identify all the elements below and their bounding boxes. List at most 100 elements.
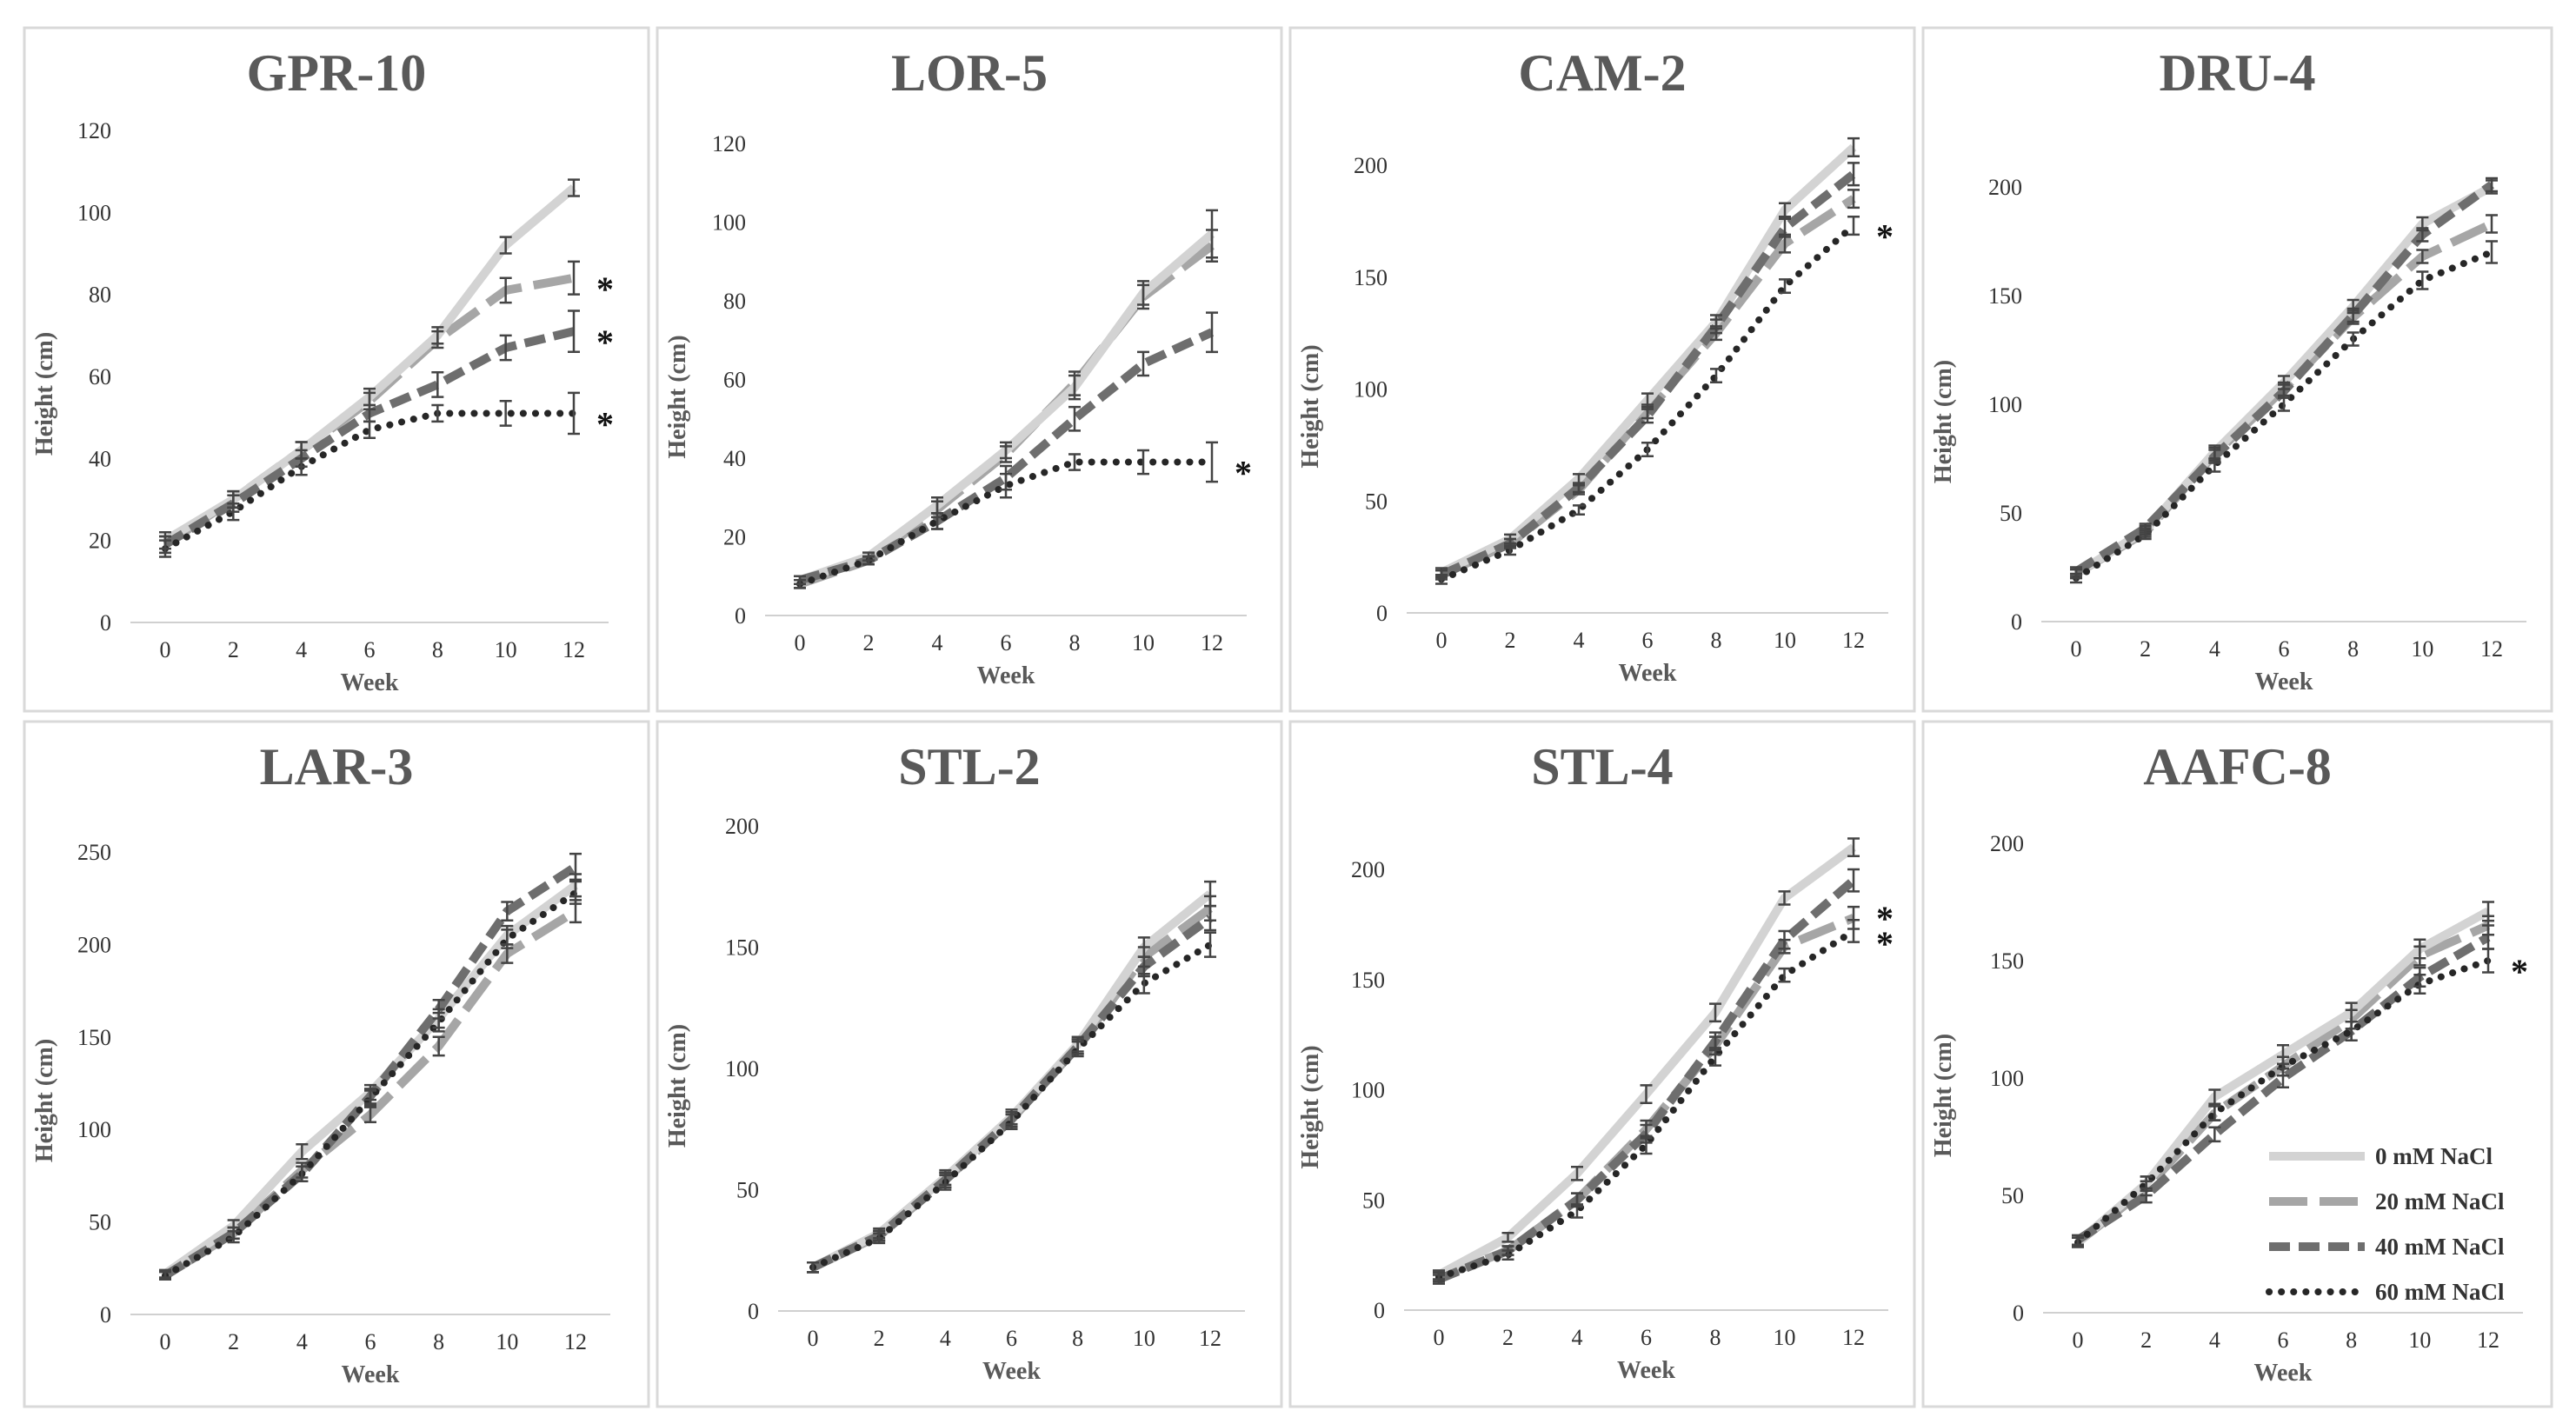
y-tick-label: 0	[100, 610, 111, 635]
error-bar	[1847, 189, 1860, 210]
x-tick-label: 8	[1711, 628, 1722, 653]
x-axis-label: Week	[982, 1358, 1041, 1385]
error-bar	[1206, 441, 1218, 483]
significance-mark: *	[596, 269, 614, 309]
error-bar	[1501, 1232, 1514, 1243]
error-bar	[1068, 370, 1081, 396]
error-bar	[1137, 283, 1149, 310]
y-tick-label: 50	[89, 1210, 111, 1235]
error-bar	[2070, 572, 2082, 584]
error-bar	[1710, 318, 1722, 335]
y-axis-label: Height (cm)	[31, 332, 58, 456]
x-tick-label: 8	[1072, 1326, 1083, 1351]
x-tick-label: 2	[1505, 628, 1516, 653]
error-bar	[1204, 904, 1216, 932]
error-bar	[159, 1270, 171, 1281]
error-bar	[794, 579, 806, 589]
error-bar	[569, 852, 582, 882]
y-tick-label: 200	[77, 932, 111, 957]
error-bar	[1779, 217, 1791, 238]
panel-title: LAR-3	[260, 738, 414, 795]
error-bar	[2346, 307, 2360, 323]
error-bar	[227, 1229, 240, 1244]
y-tick-label: 60	[89, 364, 111, 389]
x-tick-label: 10	[1132, 630, 1155, 655]
y-axis-label: Height (cm)	[1297, 344, 1324, 468]
error-bar	[1710, 368, 1722, 384]
x-axis-label: Week	[1619, 660, 1677, 687]
error-bar	[1000, 445, 1012, 463]
y-tick-label: 100	[1988, 392, 2022, 417]
error-bar	[1847, 215, 1860, 236]
y-tick-label: 50	[736, 1178, 759, 1203]
y-axis-label: Height (cm)	[31, 1039, 58, 1162]
x-tick-label: 4	[296, 1329, 308, 1354]
panel-title: LOR-5	[891, 44, 1048, 102]
error-bar	[568, 178, 580, 197]
y-tick-label: 50	[1365, 489, 1388, 514]
y-tick-label: 120	[712, 131, 746, 156]
error-bar	[1709, 1002, 1721, 1023]
y-tick-label: 20	[723, 525, 746, 550]
error-bar	[807, 1261, 819, 1274]
error-bar	[2486, 240, 2498, 264]
y-tick-label: 0	[735, 603, 746, 629]
panel-title: CAM-2	[1518, 44, 1686, 102]
error-bar	[1847, 162, 1860, 187]
x-axis-label: Week	[2254, 1360, 2313, 1387]
x-tick-label: 6	[365, 1329, 376, 1354]
error-bar	[363, 420, 376, 439]
error-bar	[1137, 449, 1149, 476]
y-tick-label: 20	[89, 529, 111, 554]
x-tick-label: 10	[2408, 1328, 2431, 1353]
x-tick-label: 4	[1574, 628, 1585, 653]
x-tick-label: 0	[160, 1329, 171, 1354]
y-tick-label: 200	[1351, 857, 1385, 882]
x-tick-label: 12	[1201, 630, 1223, 655]
significance-mark: *	[596, 404, 614, 443]
x-tick-label: 4	[2209, 1328, 2220, 1353]
x-axis-label: Week	[977, 662, 1035, 689]
error-bar	[296, 1142, 309, 1161]
y-tick-label: 100	[725, 1056, 759, 1081]
panel-frame	[1288, 26, 1916, 713]
x-tick-label: 4	[1572, 1325, 1583, 1350]
error-bar	[939, 1174, 952, 1191]
error-bar	[1435, 573, 1448, 585]
x-axis-label: Week	[342, 1361, 400, 1388]
x-tick-label: 10	[2411, 636, 2433, 662]
y-tick-label: 0	[2011, 609, 2022, 635]
y-axis-label: Height (cm)	[1930, 1034, 1957, 1157]
panel-stl-2: STL-2 0 50 100 150 200 0 2 4 6 8 10 12 Week Height (cm…	[656, 720, 1283, 1408]
y-axis-label: Height (cm)	[664, 1024, 691, 1148]
error-bar	[1068, 453, 1081, 471]
x-tick-label: 10	[1133, 1326, 1155, 1351]
x-tick-label: 4	[2209, 636, 2220, 662]
error-bar	[1433, 1271, 1445, 1283]
error-bar	[2072, 1236, 2084, 1248]
x-tick-label: 8	[1710, 1325, 1721, 1350]
x-axis-label: Week	[341, 669, 399, 696]
error-bar	[1709, 1047, 1721, 1067]
panel-title: AAFC-8	[2143, 738, 2332, 795]
y-tick-label: 100	[712, 210, 746, 236]
error-bar	[1847, 919, 1860, 943]
x-tick-label: 10	[496, 1329, 518, 1354]
error-bar	[2486, 214, 2498, 234]
error-bar	[499, 276, 512, 304]
x-tick-label: 6	[1006, 1326, 1017, 1351]
error-bar	[569, 880, 582, 905]
x-tick-label: 0	[1436, 628, 1448, 653]
x-tick-label: 6	[2278, 1328, 2289, 1353]
x-tick-label: 12	[564, 1329, 587, 1354]
panel-frame	[656, 720, 1283, 1408]
y-tick-label: 0	[1374, 1298, 1385, 1323]
x-axis-label: Week	[1617, 1357, 1675, 1384]
error-bar	[296, 1165, 309, 1183]
error-bar	[499, 400, 512, 427]
error-bar	[2140, 1175, 2153, 1192]
x-tick-label: 2	[228, 637, 239, 662]
y-tick-label: 40	[723, 446, 746, 471]
error-bar	[364, 1089, 376, 1107]
error-bar	[1573, 504, 1585, 516]
